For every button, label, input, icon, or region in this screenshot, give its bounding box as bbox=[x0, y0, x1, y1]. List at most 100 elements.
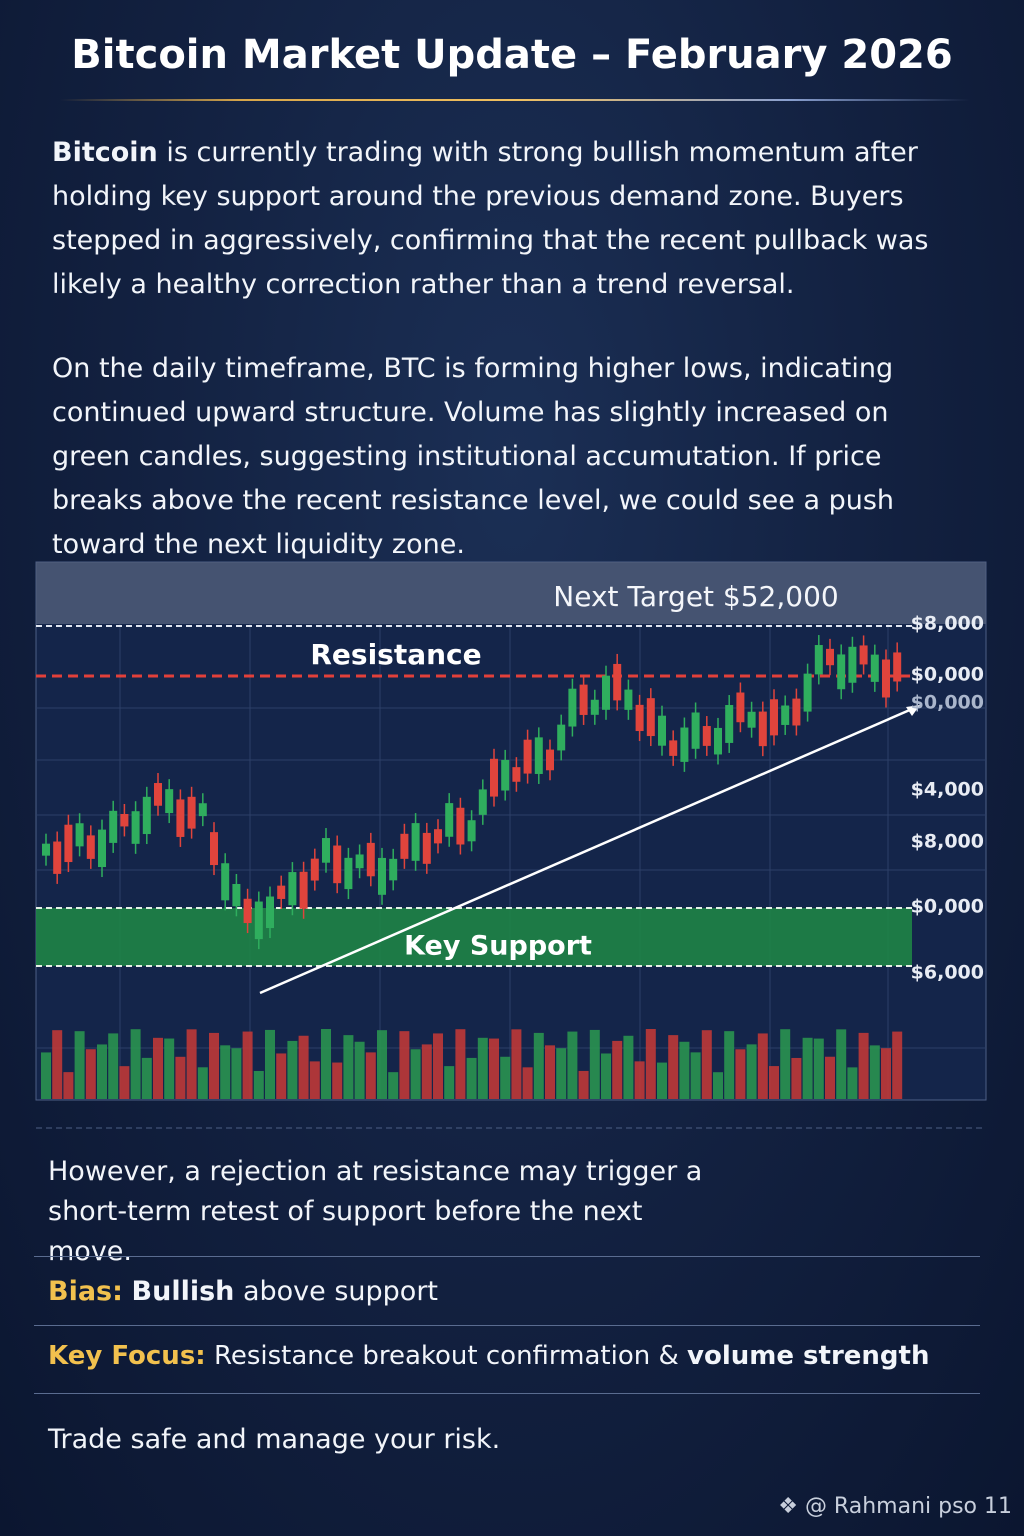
candle-body bbox=[42, 843, 50, 856]
price-label: $8,000 bbox=[911, 613, 984, 635]
candle-body bbox=[378, 857, 386, 895]
candle-body bbox=[725, 705, 734, 743]
volume-bar bbox=[164, 1038, 175, 1099]
candle-body bbox=[266, 896, 274, 929]
volume-bar bbox=[645, 1029, 656, 1099]
candle-body bbox=[635, 704, 644, 732]
candle-body bbox=[814, 645, 823, 675]
candle-body bbox=[288, 872, 297, 906]
candle-body bbox=[893, 652, 902, 682]
volume-bar bbox=[466, 1057, 477, 1099]
candle-body bbox=[75, 823, 84, 847]
volume-bar bbox=[533, 1032, 544, 1099]
title-rule bbox=[60, 99, 970, 101]
volume-bar bbox=[589, 1029, 600, 1099]
candle-body bbox=[277, 885, 286, 899]
volume-bar bbox=[265, 1029, 275, 1099]
volume-bar bbox=[545, 1045, 555, 1099]
candle-body bbox=[646, 698, 655, 737]
volume-bar bbox=[623, 1035, 634, 1099]
candle-body bbox=[658, 715, 666, 746]
volume-bar bbox=[85, 1049, 96, 1099]
volume-bar bbox=[477, 1037, 488, 1099]
volume-bar bbox=[489, 1038, 499, 1099]
volume-bar bbox=[63, 1072, 74, 1099]
candle-body bbox=[467, 820, 476, 842]
candle-body bbox=[882, 659, 890, 698]
volume-bar bbox=[892, 1031, 903, 1099]
candle-body bbox=[792, 698, 801, 726]
volume-bar bbox=[242, 1031, 253, 1099]
intro: Bitcoin is currently trading with strong… bbox=[52, 131, 992, 307]
volume-bar bbox=[365, 1052, 376, 1099]
separator bbox=[34, 1256, 980, 1257]
candle-body bbox=[221, 863, 230, 901]
volume-bar bbox=[444, 1066, 455, 1099]
volume-bar bbox=[410, 1049, 421, 1099]
candle-body bbox=[501, 759, 510, 791]
candle-body bbox=[680, 727, 689, 762]
volume-bar bbox=[757, 1033, 768, 1099]
volume-bar bbox=[253, 1070, 264, 1099]
volume-bar bbox=[601, 1053, 611, 1099]
candle-body bbox=[176, 799, 185, 837]
volume-bar bbox=[197, 1067, 208, 1099]
volume-bar bbox=[421, 1044, 432, 1099]
trend-line bbox=[259, 707, 913, 995]
candle-body bbox=[456, 807, 465, 845]
candle-body bbox=[747, 711, 756, 728]
volume-bar bbox=[287, 1040, 298, 1099]
candle-body bbox=[131, 811, 140, 844]
volume-bar bbox=[433, 1033, 443, 1099]
footer-icon: ❖ bbox=[778, 1494, 798, 1519]
candle-body bbox=[86, 835, 95, 859]
candle-body bbox=[53, 841, 62, 874]
candle-body bbox=[523, 739, 532, 774]
support-zone bbox=[36, 908, 912, 966]
bias: Bias: Bullish above support bbox=[48, 1276, 438, 1307]
volume-bar bbox=[276, 1053, 287, 1099]
candle-body bbox=[714, 727, 722, 755]
volume-bar bbox=[175, 1056, 186, 1099]
volume-bar bbox=[813, 1038, 824, 1099]
candle-body bbox=[64, 824, 73, 863]
candle-body bbox=[579, 684, 588, 715]
candle-body bbox=[389, 858, 398, 881]
candle-body bbox=[669, 740, 678, 756]
candle-body bbox=[165, 789, 174, 814]
volume-bar bbox=[309, 1061, 320, 1099]
volume-bar bbox=[578, 1070, 589, 1099]
candle-body bbox=[490, 758, 498, 797]
volume-bar bbox=[713, 1072, 723, 1099]
volume-bar bbox=[209, 1032, 219, 1099]
volume-bar bbox=[141, 1057, 152, 1099]
footer-text: @ Rahmani pso 11 bbox=[804, 1494, 1012, 1519]
volume-bar bbox=[701, 1030, 712, 1099]
candle-body bbox=[210, 832, 218, 866]
candle-body bbox=[613, 663, 622, 701]
candle-body bbox=[590, 699, 599, 715]
volume-bar bbox=[780, 1029, 791, 1099]
volume-bar bbox=[108, 1033, 119, 1099]
candle-body bbox=[557, 724, 566, 751]
candle-body bbox=[120, 814, 129, 827]
price-label: $8,000 bbox=[911, 831, 984, 853]
price-label: $0,000 bbox=[911, 692, 984, 714]
volume-bar bbox=[186, 1029, 197, 1099]
volume-bar bbox=[97, 1044, 107, 1099]
volume-bar bbox=[556, 1048, 567, 1099]
volume-bar bbox=[298, 1035, 309, 1099]
candle-body bbox=[299, 871, 308, 909]
volume-bar bbox=[746, 1044, 757, 1099]
volume-bar bbox=[220, 1045, 231, 1099]
candle-body bbox=[568, 688, 577, 727]
candle-body bbox=[411, 823, 420, 861]
volume-bar bbox=[735, 1049, 746, 1099]
separator bbox=[34, 1393, 980, 1394]
candle-body bbox=[98, 829, 106, 868]
candle-body bbox=[243, 898, 252, 924]
candle-body bbox=[232, 883, 241, 907]
volume-bar bbox=[825, 1056, 835, 1099]
price-label: $0,000 bbox=[911, 664, 984, 686]
